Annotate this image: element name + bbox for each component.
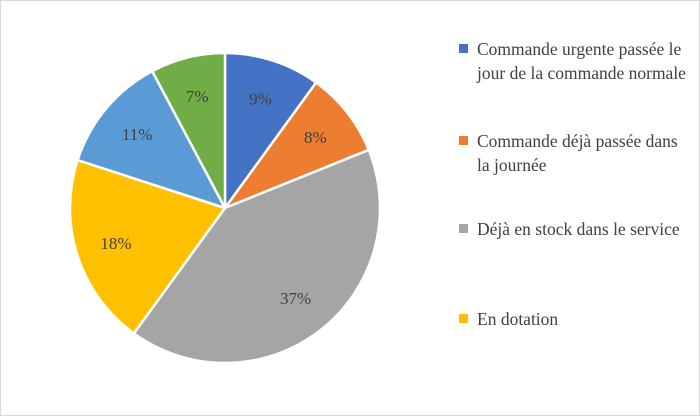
pie-slice bbox=[223, 81, 370, 210]
legend-swatch bbox=[459, 136, 468, 145]
pie-slice bbox=[76, 69, 227, 210]
pie-slice bbox=[223, 51, 318, 210]
legend-label: En dotation bbox=[477, 309, 559, 329]
pie-slice bbox=[132, 148, 382, 365]
slice-data-label: 9% bbox=[249, 89, 272, 108]
legend-swatch bbox=[459, 314, 468, 323]
slice-data-label: 37% bbox=[280, 289, 311, 308]
legend-label: Déjà en stock dans le service bbox=[477, 219, 680, 239]
legend-swatch bbox=[459, 44, 468, 53]
slice-data-label: 7% bbox=[186, 87, 209, 106]
legend-label: Commande urgente passée le jour de la co… bbox=[477, 39, 686, 83]
legend-swatch bbox=[459, 224, 468, 233]
slice-data-label: 18% bbox=[100, 234, 131, 253]
slice-data-label: 11% bbox=[122, 125, 153, 144]
pie-slice bbox=[68, 158, 227, 335]
pie-slice bbox=[150, 51, 227, 210]
slice-data-label: 8% bbox=[304, 128, 327, 147]
legend-label: Commande déjà passée dans la journée bbox=[477, 131, 678, 175]
